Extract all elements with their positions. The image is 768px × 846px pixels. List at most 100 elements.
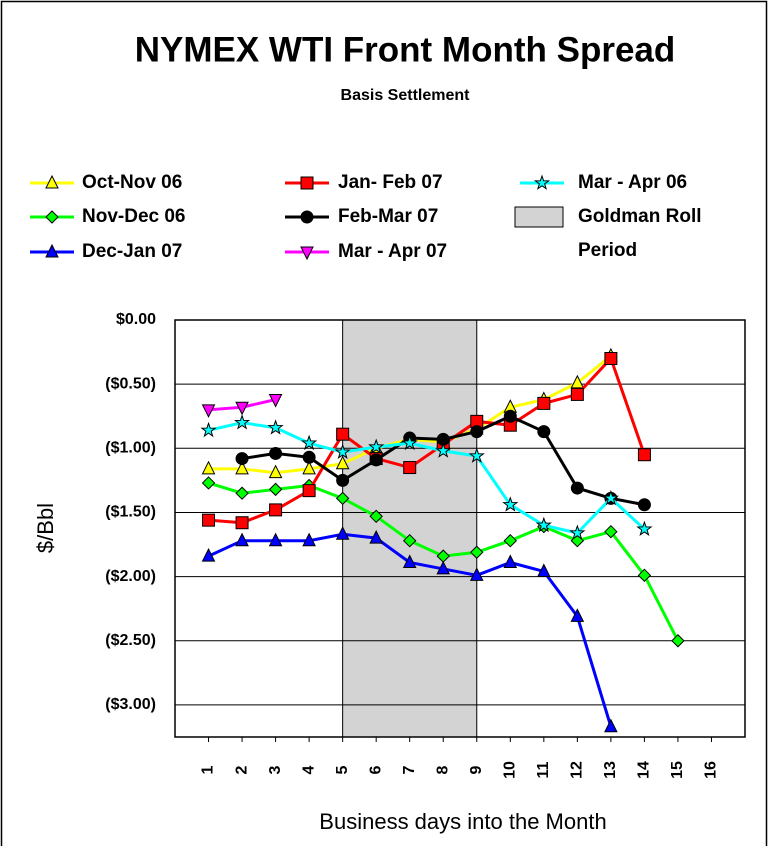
marker <box>235 486 249 500</box>
marker <box>334 443 351 460</box>
marker <box>569 524 586 540</box>
marker <box>604 351 618 365</box>
marker <box>45 174 59 189</box>
x-tick-label: 4 <box>300 765 317 774</box>
x-tick-label: 14 <box>636 761 653 779</box>
marker <box>602 489 619 506</box>
marker <box>235 401 249 416</box>
plot-frame <box>174 319 746 738</box>
marker <box>267 419 284 435</box>
marker <box>235 532 249 547</box>
marker <box>268 482 283 497</box>
y-tick-label: $0.00 <box>116 311 156 328</box>
x-tick-label: 8 <box>434 765 451 774</box>
legend-label: Nov-Dec 06 <box>82 206 186 227</box>
marker <box>268 464 283 479</box>
x-tick-label: 2 <box>233 765 250 774</box>
marker <box>235 452 249 466</box>
legend-label: Dec-Jan 07 <box>82 241 182 262</box>
marker <box>537 563 551 577</box>
marker <box>503 409 517 423</box>
marker <box>503 554 518 569</box>
y-axis-title: $/Bbl <box>33 503 58 553</box>
x-tick-label: 13 <box>602 761 619 779</box>
marker <box>468 447 485 463</box>
marker <box>268 394 283 408</box>
marker <box>570 374 585 389</box>
marker <box>335 455 350 470</box>
marker <box>268 532 283 547</box>
x-tick-label: 6 <box>367 765 384 774</box>
legend-label: Goldman Roll <box>578 206 702 227</box>
x-tick-label: 1 <box>200 765 217 774</box>
marker <box>537 396 551 410</box>
marker <box>336 427 350 441</box>
marker <box>201 460 216 475</box>
y-tick-label: ($3.00) <box>105 696 156 713</box>
marker <box>201 547 216 562</box>
x-tick-label: 10 <box>502 761 519 779</box>
marker <box>436 560 451 575</box>
marker <box>637 448 651 462</box>
marker <box>637 568 652 583</box>
marker <box>402 554 417 569</box>
y-tick-label: ($1.50) <box>105 504 156 521</box>
marker <box>202 513 216 527</box>
marker <box>235 516 249 530</box>
chart-subtitle: Basis Settlement <box>341 87 471 104</box>
marker <box>570 387 584 401</box>
x-tick-label: 12 <box>569 761 586 779</box>
x-axis-title: Business days into the Month <box>319 809 606 834</box>
marker <box>300 246 314 261</box>
marker <box>470 545 484 559</box>
marker <box>201 476 216 490</box>
marker <box>302 450 316 464</box>
marker <box>469 567 484 581</box>
marker <box>302 532 316 547</box>
marker <box>335 491 350 506</box>
marker <box>604 718 618 733</box>
y-tick-label: ($0.50) <box>105 375 156 392</box>
legend-swatch <box>514 206 564 228</box>
marker <box>570 608 585 622</box>
marker <box>637 498 651 512</box>
marker <box>401 434 418 451</box>
legend-label: Oct-Nov 06 <box>82 172 182 193</box>
marker <box>369 530 383 544</box>
marker <box>200 421 217 438</box>
marker <box>570 533 585 548</box>
marker <box>537 425 551 439</box>
marker <box>302 460 316 475</box>
marker <box>369 453 383 467</box>
marker <box>533 174 551 190</box>
x-tick-label: 3 <box>267 765 284 774</box>
roll-period-band <box>342 319 478 738</box>
marker <box>369 509 383 524</box>
marker <box>403 461 417 475</box>
chart-title: NYMEX WTI Front Month Spread <box>135 30 676 69</box>
marker <box>671 634 685 648</box>
marker <box>233 414 251 430</box>
marker <box>636 520 653 537</box>
marker <box>435 442 452 458</box>
marker <box>368 438 385 454</box>
y-tick-label: ($2.00) <box>105 568 156 585</box>
legend-label: Mar - Apr 07 <box>338 241 447 262</box>
x-tick-label: 9 <box>468 765 485 774</box>
marker <box>470 425 484 439</box>
y-tick-label: ($1.00) <box>105 440 156 457</box>
legend-label: Period <box>578 240 637 261</box>
marker <box>604 525 618 539</box>
x-tick-label: 11 <box>535 761 552 778</box>
marker <box>301 434 318 451</box>
marker <box>45 210 59 224</box>
x-tick-label: 15 <box>669 761 686 779</box>
marker <box>503 533 518 548</box>
marker <box>269 446 283 460</box>
marker <box>300 210 314 224</box>
marker <box>201 404 216 418</box>
marker <box>335 526 350 540</box>
marker <box>302 484 316 498</box>
